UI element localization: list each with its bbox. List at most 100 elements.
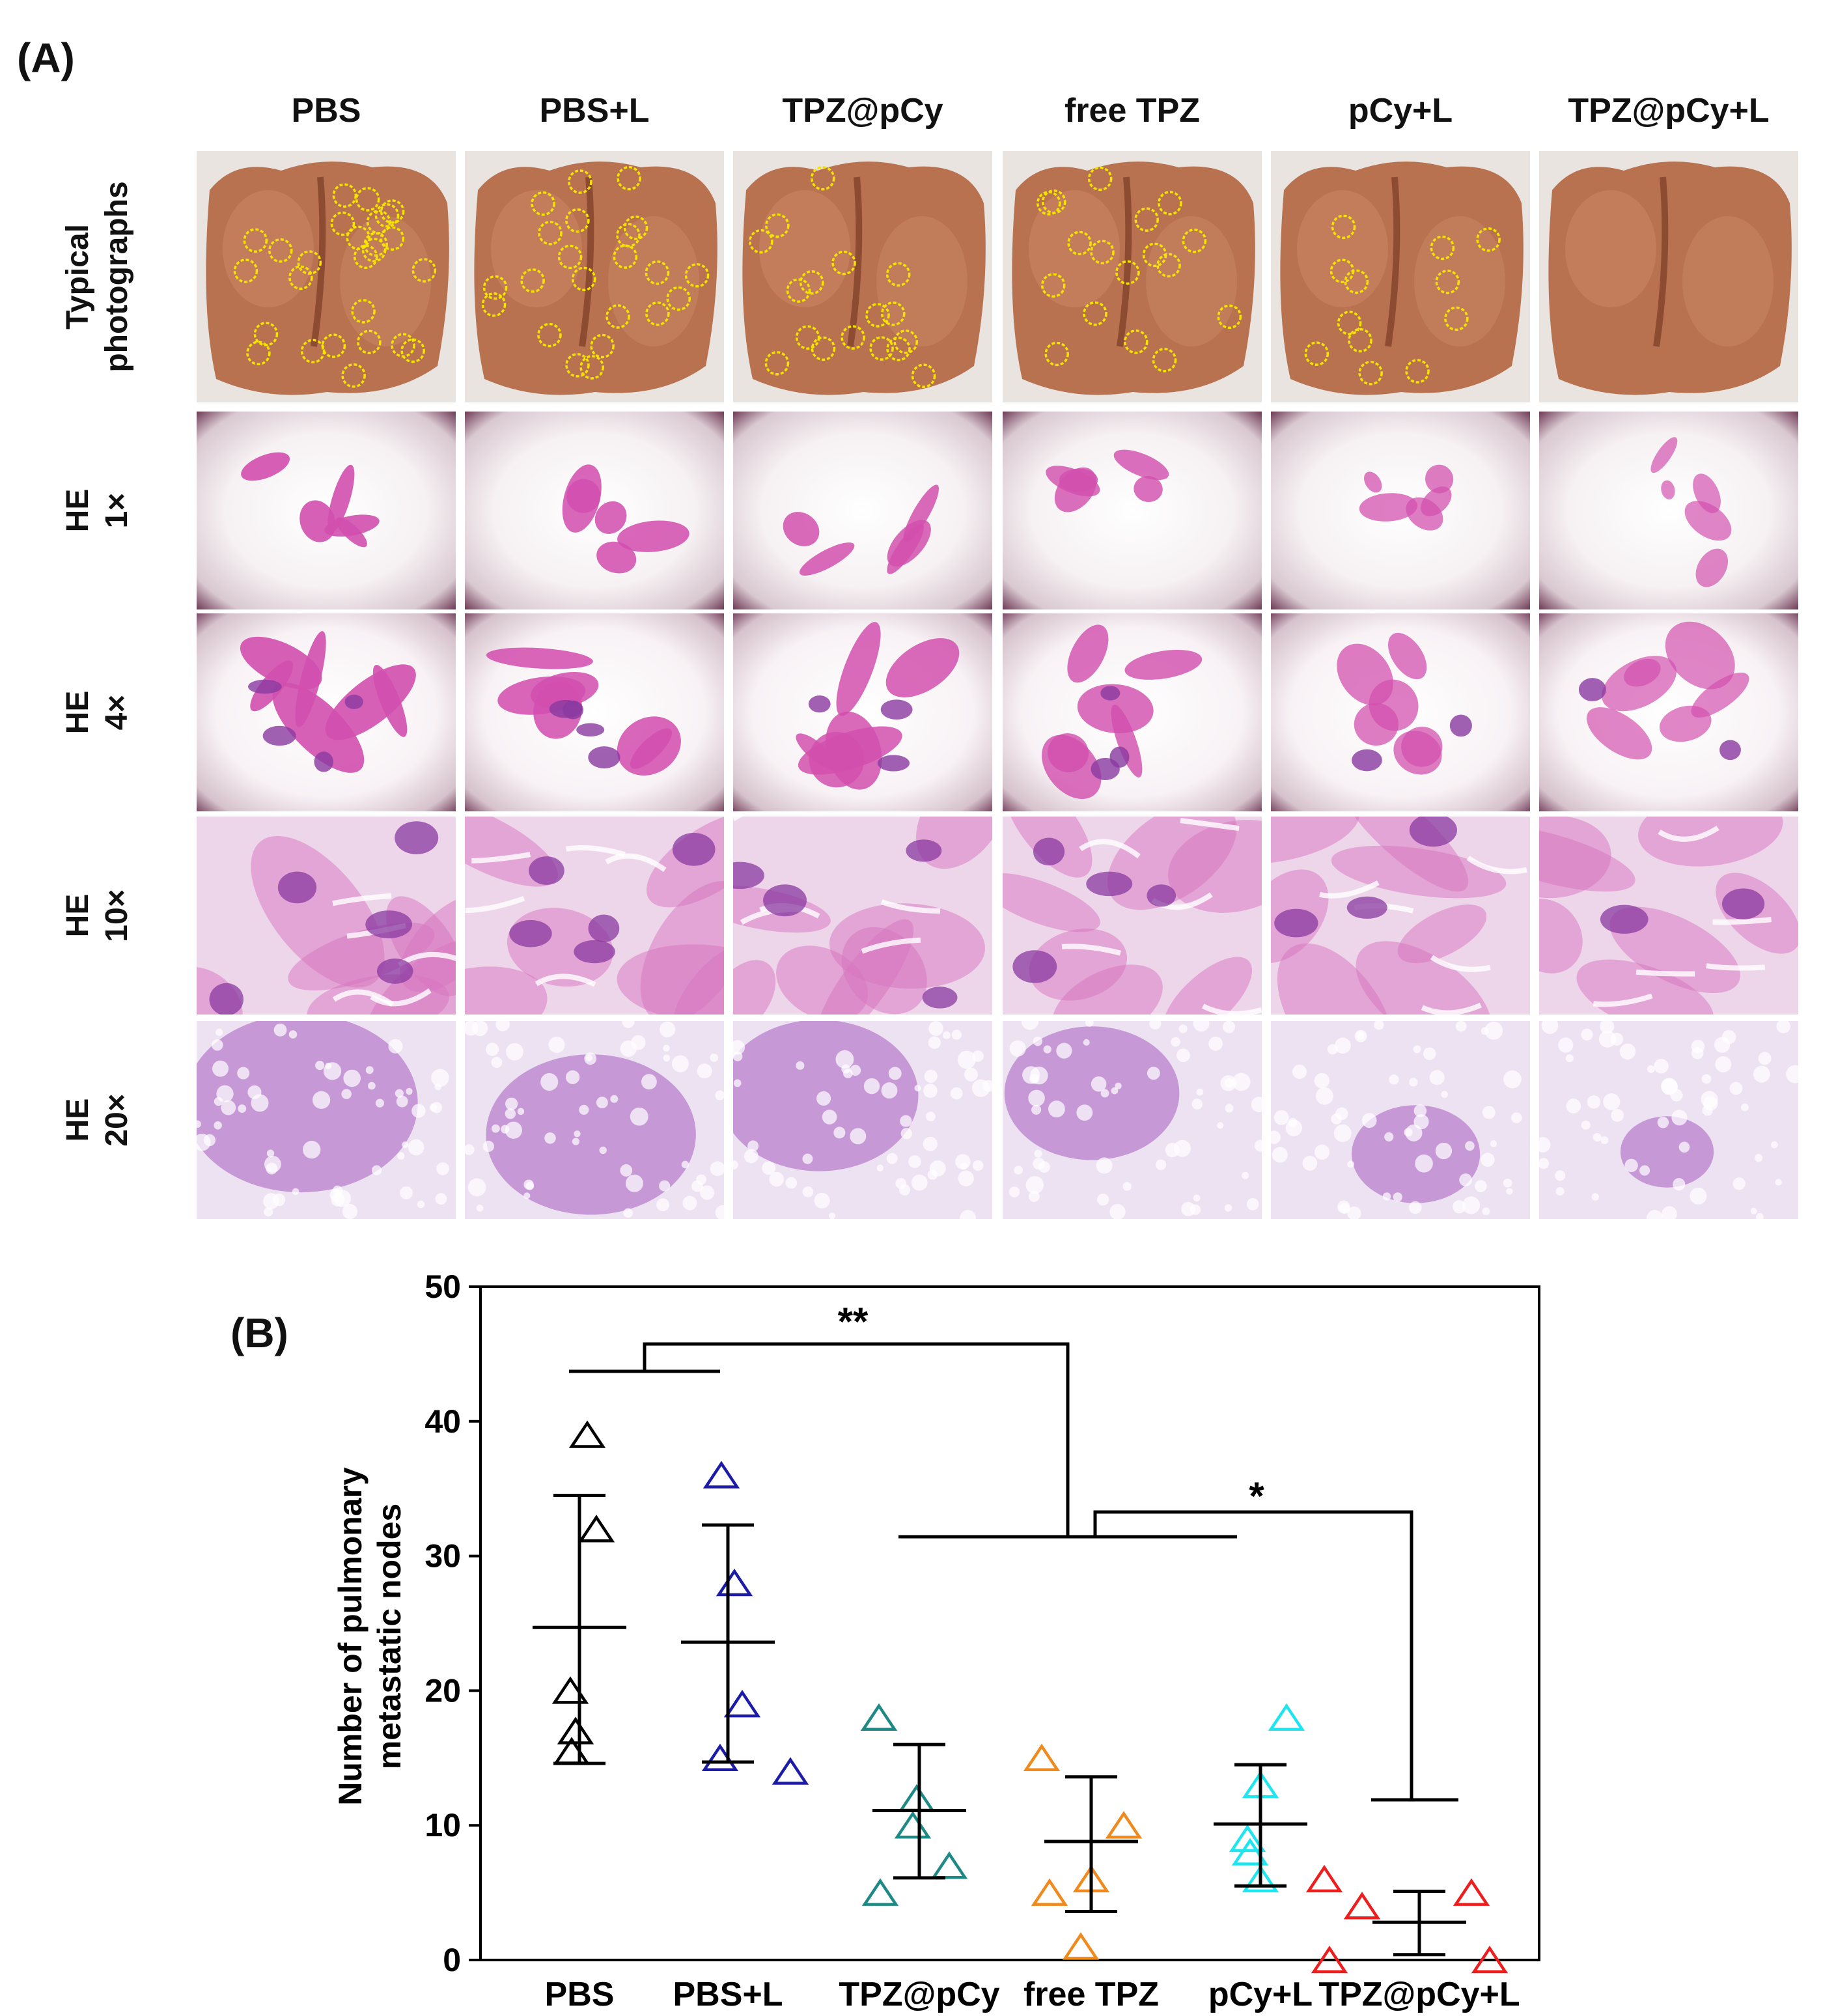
nodule-marker-circle — [321, 333, 346, 358]
metastatic-nodule — [277, 871, 317, 904]
he-stain-image — [1539, 817, 1798, 1015]
data-point-triangle — [1453, 1878, 1490, 1906]
alveolus — [312, 1091, 331, 1109]
y-tick-label: 40 — [424, 1403, 461, 1440]
alveolus — [769, 1171, 785, 1187]
lung-highlight — [608, 216, 699, 346]
alveolus — [1756, 1212, 1764, 1219]
alveolus — [572, 1138, 580, 1145]
lung-shape — [742, 161, 986, 395]
alveolus — [237, 1067, 250, 1080]
alveolus — [465, 1144, 475, 1155]
he-stain-image — [733, 412, 992, 609]
alveolus — [1347, 1206, 1361, 1219]
x-category-label: TPZ@pCy+L — [1318, 1976, 1520, 2013]
nodule-marker-circle — [366, 210, 391, 234]
metastatic-nodule — [880, 699, 913, 720]
alveolus — [544, 1132, 556, 1144]
alveolus — [733, 1040, 745, 1055]
nodule-marker-circle — [869, 336, 894, 361]
alveolus — [264, 1207, 273, 1217]
alveolus — [1603, 1093, 1621, 1111]
data-point-triangle — [703, 1461, 740, 1489]
alveolus — [1484, 1021, 1503, 1040]
alveolus — [1558, 1037, 1574, 1053]
lung-photograph — [465, 151, 724, 402]
nodule-marker-circle — [1083, 301, 1107, 326]
nodule-marker-circle — [374, 203, 400, 228]
alveolus — [1384, 1132, 1394, 1141]
tissue-section — [887, 524, 924, 574]
nodule-marker-circle — [886, 337, 911, 361]
alveolus — [900, 1115, 912, 1127]
alveolus — [785, 1177, 798, 1189]
alveolus — [197, 1120, 201, 1128]
alveolus — [671, 1055, 689, 1072]
alveolus — [1083, 1039, 1090, 1046]
alveolus — [548, 1036, 565, 1054]
alveolus — [1085, 1021, 1094, 1027]
nodule-marker-circle — [297, 250, 322, 275]
he-stain-image — [197, 1021, 456, 1219]
nodule-marker-circle — [1405, 359, 1430, 384]
x-category-label: pCy+L — [1208, 1976, 1313, 2013]
alveolus — [1096, 1157, 1113, 1174]
metastatic-nodule — [1449, 714, 1472, 737]
nodule-marker-circle — [357, 329, 382, 354]
metastatic-nodule — [922, 987, 958, 1009]
lung-fissure — [579, 176, 594, 347]
alveolus — [660, 1021, 676, 1038]
plot-frame — [479, 1285, 1540, 1961]
alveolus — [574, 1130, 581, 1138]
alveolus — [1646, 1210, 1663, 1219]
nodule-marker-circle — [1158, 191, 1182, 216]
alveolus — [1190, 1204, 1201, 1215]
alveolus — [888, 1067, 902, 1080]
alveolus — [733, 1051, 743, 1061]
alveolus — [971, 1079, 990, 1097]
alveolus — [1389, 1074, 1399, 1085]
tissue-section — [1003, 873, 1100, 932]
tissue-section — [1539, 899, 1583, 973]
alveolus — [1147, 1067, 1160, 1080]
airway-gap — [1706, 963, 1766, 971]
alveolus — [523, 1179, 534, 1190]
nodule-marker-circle — [1430, 235, 1455, 260]
alveolus — [501, 1125, 510, 1134]
alveolus — [482, 1140, 495, 1153]
panel-b-label: (B) — [230, 1309, 288, 1356]
tissue-section — [1003, 817, 1092, 878]
y-tick-label: 10 — [424, 1807, 461, 1843]
alveolus — [264, 1155, 281, 1173]
alveolus — [955, 1154, 971, 1169]
nodule-marker-circle — [1476, 227, 1501, 252]
alveolus — [1193, 1194, 1201, 1202]
alveolus — [908, 1155, 921, 1168]
alveolus — [1217, 1122, 1224, 1129]
tissue-section — [486, 647, 593, 669]
nodule-marker-circle — [1142, 242, 1167, 268]
alveolus — [565, 1070, 580, 1084]
alveolus — [1165, 1142, 1180, 1158]
alveolus — [957, 1050, 976, 1069]
airway-gap — [1421, 1002, 1482, 1015]
alveolus — [599, 1146, 607, 1155]
nodule-marker-circle — [353, 244, 378, 270]
metastatic-nodule — [1100, 686, 1120, 701]
data-point-triangle — [557, 1716, 594, 1744]
data-point-triangle — [1343, 1892, 1381, 1920]
nodule-marker-circle — [810, 165, 835, 191]
metastatic-nodule — [1719, 740, 1741, 761]
tissue-section — [1586, 707, 1652, 760]
y-tick-label: 50 — [424, 1268, 461, 1305]
tissue-section — [1134, 476, 1163, 502]
data-point-triangle — [551, 1676, 589, 1704]
alveolus — [1639, 1165, 1650, 1176]
alveolus — [622, 1021, 635, 1028]
tissue-section — [1659, 705, 1712, 742]
alveolus — [1600, 1136, 1609, 1144]
metastatic-nodule — [1600, 904, 1649, 934]
significance-bracket — [643, 1342, 1070, 1537]
nodule-marker-circle — [911, 363, 936, 388]
